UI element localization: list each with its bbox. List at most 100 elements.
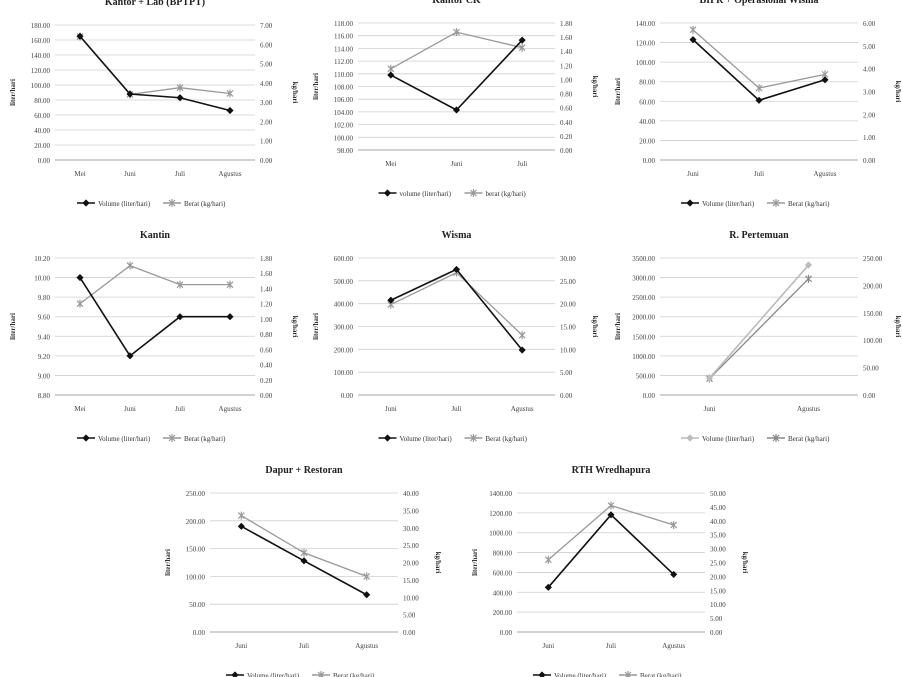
y-right-tick-label: 30.00: [710, 546, 726, 554]
y-left-tick-label: 0.00: [643, 157, 656, 165]
legend-marker: [686, 434, 694, 442]
y-right-tick-label: 1.60: [560, 34, 573, 42]
y-right-tick-label: 10.00: [710, 601, 726, 609]
y-right-tick-label: 0.00: [560, 392, 573, 400]
y-left-tick-label: 0.00: [643, 392, 656, 400]
legend-label: Berat (kg/hari): [788, 200, 830, 208]
y-right-tick-label: 5.00: [710, 615, 723, 623]
y-left-tick-label: 9.20: [38, 353, 51, 361]
y-right-tick-label: 0.00: [863, 392, 876, 400]
y-left-tick-label: 300.00: [334, 324, 354, 332]
y-right-tick-label: 0.60: [560, 105, 573, 113]
chart-panel: R. Pertemuan 0.00 500.00 1000.00 1500.00 2000…: [614, 230, 902, 443]
x-tick-label: Agustus: [219, 405, 242, 413]
data-point-volume: [387, 296, 395, 304]
y-right-tick-label: 2.00: [863, 111, 876, 119]
legend-marker: [470, 189, 477, 197]
chart-title: Kantor CK: [432, 0, 481, 6]
y-right-tick-label: 40.00: [710, 518, 726, 526]
y-right-tick-label: 15.00: [710, 587, 726, 595]
y-left-tick-label: 600.00: [334, 255, 354, 263]
chart-title: Wisma: [442, 230, 472, 241]
legend-label: Volume (liter/hari): [98, 200, 151, 208]
data-point-berat: [76, 299, 84, 308]
y-right-tick-label: 200.00: [863, 282, 883, 290]
y-right-tick-label: 25.00: [403, 542, 419, 550]
data-point-berat: [670, 520, 678, 529]
legend-label: Volume (liter/hari): [702, 435, 755, 443]
y-left-tick-label: 20.00: [34, 142, 50, 150]
data-point-volume: [226, 106, 234, 115]
legend-marker: [317, 671, 325, 677]
x-tick-label: Juli: [175, 170, 185, 178]
y-right-tick-label: 3.00: [260, 99, 273, 107]
legend-marker: [686, 199, 694, 207]
y-right-tick-label: 1.80: [260, 255, 273, 263]
legend-marker: [82, 434, 90, 442]
y-left-tick-label: 40.00: [34, 127, 50, 135]
y-left-tick-label: 150.00: [186, 546, 206, 554]
series-line-berat: [390, 31, 523, 70]
legend-label: Berat (kg/hari): [184, 435, 226, 443]
data-point-berat: [226, 280, 234, 289]
y-right-tick-label: 5.00: [260, 61, 273, 69]
legend-label: Berat (kg/hari): [486, 435, 528, 443]
data-point-berat: [755, 84, 763, 93]
y-left-tick-label: 118.00: [334, 20, 353, 28]
y-right-tick-label: 5.00: [403, 612, 416, 620]
y-left-tick-label: 108.00: [334, 84, 354, 92]
y-right-tick-label: 45.00: [710, 504, 726, 512]
data-point-volume: [363, 591, 371, 599]
y-left-tick-label: 1000.00: [632, 353, 655, 361]
legend-marker: [383, 189, 392, 197]
y-left-tick-label: 0.00: [193, 629, 206, 637]
y-left-tick-label: 100.00: [334, 369, 354, 377]
y-right-tick-label: 15.00: [560, 324, 576, 332]
y-left-tick-label: 9.00: [38, 372, 51, 380]
data-point-volume: [705, 374, 714, 382]
legend-marker: [772, 434, 780, 442]
y-right-tick-label: 15.00: [403, 577, 419, 585]
y-right-tick-label: 50.00: [863, 365, 879, 373]
data-point-volume: [804, 261, 813, 269]
y-left-tick-label: 10.20: [34, 255, 50, 263]
y-right-tick-label: 0.40: [560, 119, 573, 127]
chart-title: R. Pertemuan: [729, 230, 789, 241]
legend-label: Volume (liter/hari): [98, 435, 151, 443]
y-left-tick-label: 500.00: [334, 278, 354, 286]
chart-title: Kantor + Lab (BPTPT): [105, 0, 205, 8]
data-point-berat: [176, 280, 184, 289]
y-right-tick-label: 35.00: [403, 507, 419, 515]
y-left-tick-label: 2500.00: [632, 294, 655, 302]
y-right-tick-label: 4.00: [863, 66, 876, 74]
chart-title: Kantin: [140, 230, 170, 241]
data-point-berat: [176, 83, 184, 92]
data-point-berat: [518, 331, 526, 340]
y-left-tick-label: 200.00: [493, 609, 513, 617]
y-left-tick-label: 0.00: [38, 157, 51, 165]
y-right-tick-label: 25.00: [710, 560, 726, 568]
y-left-tick-label: 1200.00: [489, 510, 512, 518]
x-tick-label: Juli: [175, 405, 185, 413]
x-tick-label: Mei: [74, 170, 85, 178]
y-left-tick-label: 20.00: [639, 137, 655, 145]
data-point-volume: [76, 274, 84, 282]
y-right-tick-label: 4.00: [260, 80, 273, 88]
y-right-tick-label: 0.00: [260, 392, 273, 400]
x-tick-label: Juli: [299, 642, 309, 650]
y-left-tick-label: 60.00: [639, 98, 655, 106]
y-left-axis-title: liter/hari: [164, 549, 172, 576]
y-left-tick-label: 100.00: [31, 82, 51, 90]
y-right-tick-label: 10.00: [403, 594, 419, 602]
y-left-tick-label: 100.00: [186, 573, 206, 581]
y-right-tick-label: 0.00: [403, 629, 416, 637]
y-left-tick-label: 140.00: [31, 52, 51, 60]
y-right-tick-label: 20.00: [710, 573, 726, 581]
y-left-tick-label: 250.00: [186, 490, 206, 498]
data-point-berat: [689, 25, 697, 34]
y-right-tick-label: 0.00: [863, 157, 876, 165]
legend-marker: [231, 671, 239, 677]
data-point-volume: [126, 352, 134, 360]
y-left-tick-label: 10.00: [34, 275, 50, 283]
y-right-tick-label: 50.00: [710, 490, 726, 498]
